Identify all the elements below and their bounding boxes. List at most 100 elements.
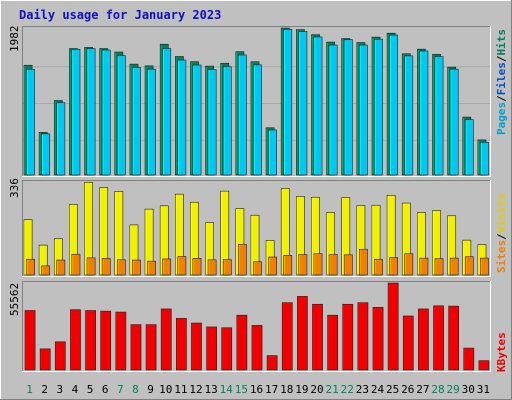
panel-2-sites-bar-24-body [374,258,383,276]
panel-3-kbytes-bar-5 [85,310,96,371]
day-label-7: 7 [117,383,124,396]
day-label-13: 13 [204,383,217,396]
panel-1-files-bar-22 [343,39,353,176]
panel-2-sites-bar-2 [41,265,51,276]
panel-2-sites-bar-6 [101,258,111,276]
day-label-24: 24 [371,383,385,396]
panel-2-sites-bar-11 [177,256,187,276]
panel-3-kbytes-bar-11-body [175,318,187,371]
panel-1-files-bar-10-body [162,48,172,176]
panel-2-sites-bar-4-body [71,253,81,276]
legend-sites: Sites [495,240,508,273]
panel-2-sites-bar-6-body [101,258,111,276]
panel-3-kbytes-bar-14 [221,327,233,371]
panel-1-files-bar-13-body [207,69,217,176]
panel-3-kbytes-bar-21 [327,314,339,371]
panel-3-kbytes-bar-9 [145,324,157,371]
panel-1-files-bar-27-body [419,50,429,176]
panel-3-kbytes-bar-16 [251,325,263,371]
panel-1-files-bar-28-body [434,56,444,176]
panel-2-sites-bar-12-body [192,258,202,276]
panel-3-kbytes-bar-28-body [433,305,444,371]
panel-2-sites-bar-20 [313,253,323,276]
panel-3-kbytes-bar-26-body [402,315,414,371]
day-label-12: 12 [189,383,202,396]
panel-1-files-bar-25-body [389,34,399,176]
panel-2-sites-bar-13-body [207,259,217,276]
panel-1-files-bar-18-body [283,28,293,176]
panel-1-files-bar-24 [374,38,383,176]
panel-3-kbytes-bar-13-body [206,326,217,371]
panel-1-files-bar-1 [26,69,35,176]
panel-1-files-bar-6 [101,49,111,176]
panel-1-files-bar-9-body [147,68,156,176]
day-label-8: 8 [132,383,139,396]
panel-1-files-bar-9 [147,68,156,176]
panel-1-files-bar-27 [419,50,429,176]
panel-2-sites-bar-19 [298,254,308,276]
day-label-14: 14 [220,383,234,396]
panel-1-files-bar-11 [177,59,187,176]
day-label-16: 16 [250,383,263,396]
panel-3-kbytes-bar-20 [312,303,323,371]
panel-1-files-bar-5 [86,48,96,176]
day-label-11: 11 [174,383,187,396]
panel-3-kbytes-bar-5-body [85,310,96,371]
panel-3-kbytes-bar-31 [478,360,490,371]
panel-3-kbytes-bar-4 [70,309,81,371]
panel-3-kbytes-bar-19-body [297,296,308,371]
panel-2-sites-bar-1 [26,258,35,276]
panel-2-sites-bar-12 [192,258,202,276]
panel-1-files-bar-2-body [41,133,51,176]
panel-1-files-bar-17 [268,129,277,176]
panel-2-sites-bar-15-body [238,243,247,276]
day-label-30: 30 [462,383,475,396]
panel-2-sites-bar-30-body [464,256,474,276]
panel-3-kbytes-bar-29-body [448,305,460,371]
panel-2-sites-bar-4 [71,253,81,276]
panel-2-sites-bar-10-body [162,258,172,276]
panel-2-sites-bar-18-body [283,255,293,276]
panel-2-sites-bar-3-body [56,259,66,276]
panel-2-sites-bar-20-body [313,253,323,276]
panel-3-kbytes-bar-9-body [145,324,157,371]
panel-1-files-bar-19-body [298,31,308,176]
legend-files: Files [495,62,508,95]
panel-1-files-bar-20-body [313,36,323,176]
panel-2-sites-bar-27-body [419,257,429,276]
panel-3-kbytes-bar-23 [357,302,369,371]
day-label-15: 15 [235,383,248,396]
panel-3-kbytes-bar-27-body [418,308,429,371]
panel-3-kbytes-bar-25 [387,282,399,371]
panel-1-files-bar-15 [238,54,247,176]
day-label-22: 22 [341,383,354,396]
panel-3-kbytes-bar-26 [402,315,414,371]
panel-1-files-bar-18 [283,28,293,176]
panel-2-sites-bar-5-body [86,257,96,276]
panel-1-files-bar-16-body [253,64,262,176]
panel-1-files-bar-19 [298,31,308,176]
day-label-21: 21 [326,383,339,396]
panel-1-files-bar-31-body [480,142,489,176]
panel-1-files-bar-21-body [328,44,338,176]
day-label-26: 26 [401,383,414,396]
legend-kbytes: KBytes [495,332,508,372]
panel-1-files-bar-4-body [71,48,81,176]
panel-1-files-bar-15-body [238,54,247,176]
panel-1-files-bar-29 [449,68,459,176]
day-label-28: 28 [431,383,444,396]
panel-2-sites-bar-3 [56,259,66,276]
panel-2-sites-bar-30 [464,256,474,276]
panel-1-files-bar-20 [313,36,323,176]
panel-2-sites-bar-16-body [253,261,262,276]
panel-2-sites-bar-9-body [147,260,156,276]
panel-1-files-bar-3-body [56,102,66,176]
panel-3-kbytes-bar-17-body [266,355,278,371]
panel-2-sites-bar-19-body [298,254,308,276]
day-label-19: 19 [295,383,308,396]
legend-hits: Hits [495,29,508,56]
panel-1-files-bar-23 [359,44,368,176]
panel-1-files-bar-12 [192,64,202,176]
day-label-3: 3 [57,383,64,396]
